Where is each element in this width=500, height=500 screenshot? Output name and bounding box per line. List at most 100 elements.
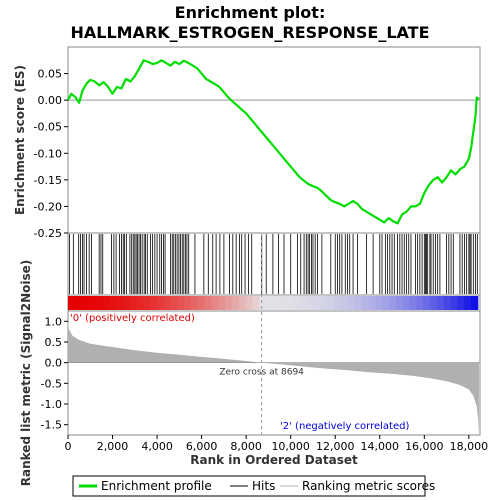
color-bar-segment <box>327 296 335 310</box>
color-bar-segment <box>177 296 185 310</box>
color-bar-segment <box>395 296 404 310</box>
metric-layer: Zero cross at 8694 <box>68 234 480 435</box>
color-bar <box>68 296 479 310</box>
legend-metric-label: Ranking metric scores <box>302 479 435 493</box>
color-bar-segment <box>429 296 438 310</box>
metric-y-tick-label: -1.5 <box>41 419 62 432</box>
color-bar-segment <box>402 296 411 310</box>
x-tick-label: 4,000 <box>141 440 173 453</box>
es-y-tick-label: -0.15 <box>34 174 62 187</box>
x-tick-label: 12,000 <box>316 440 355 453</box>
color-bar-segment <box>313 296 322 310</box>
color-bar-segment <box>286 296 294 310</box>
es-y-tick-label: -0.10 <box>34 147 62 160</box>
x-tick-label: 0 <box>65 440 72 453</box>
legend-box <box>72 475 426 497</box>
color-bar-segment <box>190 296 199 310</box>
x-tick-label: 6,000 <box>186 440 218 453</box>
color-bar-segment <box>320 296 329 310</box>
es-y-tick-label: 0.00 <box>38 94 63 107</box>
axes-layer: 0.050.00-0.05-0.10-0.15-0.20-0.251.00.50… <box>34 68 489 453</box>
color-bar-segment <box>388 296 397 310</box>
color-bar-segment <box>464 296 472 310</box>
color-bar-segment <box>300 296 308 310</box>
color-bar-segment <box>156 296 165 310</box>
metric-y-tick-label: 0.0 <box>45 357 63 370</box>
es-y-tick-label: -0.25 <box>34 227 62 240</box>
es-panel-frame <box>67 46 481 234</box>
color-bar-segment <box>423 296 431 310</box>
neg-correlated-label: '2' (negatively correlated) <box>280 421 409 432</box>
color-bar-segment <box>68 296 76 310</box>
es-y-axis-label: Enrichment score (ES) <box>13 65 27 215</box>
color-bar-segment <box>361 296 370 310</box>
color-bar-segment <box>184 296 192 310</box>
color-bar-segment <box>416 296 424 310</box>
color-bar-segment <box>252 296 260 310</box>
zero-cross-label: Zero cross at 8694 <box>219 368 304 378</box>
es-profile-line <box>67 59 480 225</box>
color-bar-segment <box>108 296 117 310</box>
legend: Enrichment profile Hits Ranking metric s… <box>72 475 435 497</box>
metric-y-tick-label: 0.5 <box>45 336 63 349</box>
color-bar-segment <box>218 296 226 310</box>
x-tick-label: 18,000 <box>450 440 489 453</box>
hits-layer <box>69 234 478 294</box>
color-bar-segment <box>115 296 124 310</box>
color-bar-segment <box>457 296 465 310</box>
color-bar-segment <box>102 296 110 310</box>
color-bar-segment <box>81 296 90 310</box>
color-bar-segment <box>470 296 479 310</box>
color-bar-segment <box>231 296 240 310</box>
es-y-tick-label: -0.20 <box>34 200 62 213</box>
color-bar-segment <box>436 296 445 310</box>
x-axis-label: Rank in Ordered Dataset <box>190 453 358 467</box>
color-bar-segment <box>149 296 158 310</box>
color-bar-segment <box>197 296 206 310</box>
legend-hits-label: Hits <box>252 479 275 493</box>
color-bar-segment <box>266 296 274 310</box>
metric-y-axis-label: Ranked list metric (Signal2Noise) <box>19 260 33 487</box>
color-bar-segment <box>245 296 253 310</box>
x-tick-label: 2,000 <box>97 440 129 453</box>
color-bar-segment <box>129 296 137 310</box>
x-tick-label: 10,000 <box>271 440 310 453</box>
es-y-tick-label: 0.05 <box>38 68 63 81</box>
color-bar-segment <box>163 296 172 310</box>
color-bar-segment <box>354 296 363 310</box>
color-bar-segment <box>293 296 301 310</box>
color-bar-segment <box>238 296 247 310</box>
color-bar-segment <box>307 296 315 310</box>
color-bar-segment <box>341 296 349 310</box>
color-bar-segment <box>259 296 267 310</box>
color-bar-segment <box>143 296 151 310</box>
color-bar-segment <box>279 296 288 310</box>
color-bar-segment <box>122 296 131 310</box>
metric-y-tick-label: -0.5 <box>41 377 62 390</box>
color-bar-segment <box>74 296 83 310</box>
color-bar-segment <box>382 296 390 310</box>
color-bar-segment <box>272 296 281 310</box>
color-bar-segment <box>211 296 219 310</box>
legend-es-label: Enrichment profile <box>101 479 212 493</box>
color-bar-segment <box>409 296 417 310</box>
color-bar-segment <box>368 296 376 310</box>
color-bar-segment <box>443 296 452 310</box>
color-bar-segment <box>450 296 458 310</box>
color-bar-segment <box>375 296 383 310</box>
color-bar-segment <box>204 296 213 310</box>
chart-title-line1: Enrichment plot: <box>175 3 326 22</box>
x-tick-label: 16,000 <box>405 440 444 453</box>
x-tick-label: 8,000 <box>230 440 262 453</box>
color-bar-segment <box>225 296 233 310</box>
x-tick-label: 14,000 <box>361 440 400 453</box>
color-bar-segment <box>136 296 144 310</box>
metric-y-tick-label: 1.0 <box>45 315 63 328</box>
color-bar-segment <box>170 296 178 310</box>
chart-title-line2: HALLMARK_ESTROGEN_RESPONSE_LATE <box>70 23 429 42</box>
color-bar-segment <box>334 296 342 310</box>
metric-y-tick-label: -1.0 <box>41 398 62 411</box>
color-bar-segment <box>88 296 96 310</box>
